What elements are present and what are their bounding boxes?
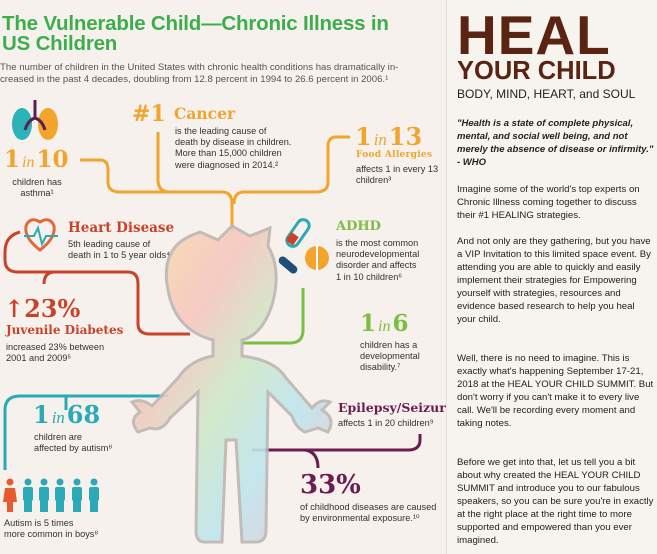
cancer-text: is the leading cause of death by disease … bbox=[175, 126, 292, 170]
developmental-stat: 1 in6 bbox=[360, 310, 409, 337]
subtitle-line: creased in the past 4 decades, doubling … bbox=[0, 74, 389, 85]
allergies-text: affects 1 in every 13 children³ bbox=[356, 164, 439, 186]
who-quote: "Health is a state of complete physical,… bbox=[457, 118, 654, 168]
autism-text: children are affected by autism⁸ bbox=[34, 432, 113, 454]
diabetes-stat: ↑23% bbox=[4, 294, 81, 323]
pill-icon bbox=[278, 218, 329, 274]
title-line: US Children bbox=[2, 32, 118, 55]
child-figure bbox=[129, 224, 333, 544]
developmental-text: children has a developmental disability.⁷ bbox=[360, 340, 420, 373]
epilepsy-heading: Epilepsy/Seizure bbox=[338, 400, 454, 415]
title-line: The Vulnerable Child—Chronic Illness in bbox=[2, 12, 389, 35]
your-child-heading: YOUR CHILD bbox=[457, 57, 616, 85]
asthma-stat: 1 in10 bbox=[4, 146, 69, 173]
infographic-title: The Vulnerable Child—Chronic Illness in … bbox=[2, 12, 389, 55]
connector-lines bbox=[3, 132, 422, 470]
infographic-graphics bbox=[3, 100, 422, 544]
environment-stat: 33% bbox=[300, 470, 361, 500]
paragraph: Well, there is no need to imagine. This … bbox=[457, 353, 654, 429]
heart-monitor-icon bbox=[24, 218, 58, 252]
subtitle-line: The number of children in the United Sta… bbox=[0, 62, 399, 73]
infographic-subtitle: The number of children in the United Sta… bbox=[0, 62, 440, 86]
tagline: BODY, MIND, HEART, and SOUL bbox=[457, 87, 636, 101]
people-icon bbox=[3, 478, 99, 512]
autism-stat: 1 in68 bbox=[33, 400, 101, 429]
epilepsy-text: affects 1 in 20 children⁹ bbox=[338, 418, 434, 428]
paragraph: And not only are they gathering, but you… bbox=[457, 236, 651, 325]
diabetes-text: increased 23% between 2001 and 2009⁵ bbox=[6, 342, 105, 364]
paragraph: Before we get into that, let us tell you… bbox=[457, 457, 654, 546]
adhd-text: is the most common neurodevelopmental diso… bbox=[336, 238, 420, 282]
heart-text: 5th leading cause of death in 1 to 5 year… bbox=[68, 239, 171, 261]
autism-boys-text: Autism is 5 times more common in boys⁸ bbox=[4, 518, 99, 540]
cancer-heading: Cancer bbox=[174, 104, 236, 123]
heal-your-child-panel: HEAL YOUR CHILD BODY, MIND, HEART, and S… bbox=[446, 0, 657, 554]
diabetes-heading: Juvenile Diabetes bbox=[6, 323, 124, 337]
asthma-text: children has asthma¹ bbox=[12, 177, 62, 199]
infographic: The Vulnerable Child—Chronic Illness in … bbox=[0, 12, 454, 544]
environment-text: of childhood diseases are caused by envir… bbox=[300, 502, 437, 524]
heart-heading: Heart Disease bbox=[68, 220, 175, 236]
lungs-icon bbox=[12, 100, 58, 140]
cancer-rank: #1 bbox=[132, 101, 166, 127]
allergies-stat: 1 in13 bbox=[355, 122, 423, 151]
heal-heading: HEAL bbox=[457, 4, 611, 66]
paragraph: Imagine some of the world's top experts … bbox=[457, 184, 640, 221]
adhd-heading: ADHD bbox=[336, 219, 381, 234]
allergies-heading: Food Allergies bbox=[356, 150, 433, 160]
